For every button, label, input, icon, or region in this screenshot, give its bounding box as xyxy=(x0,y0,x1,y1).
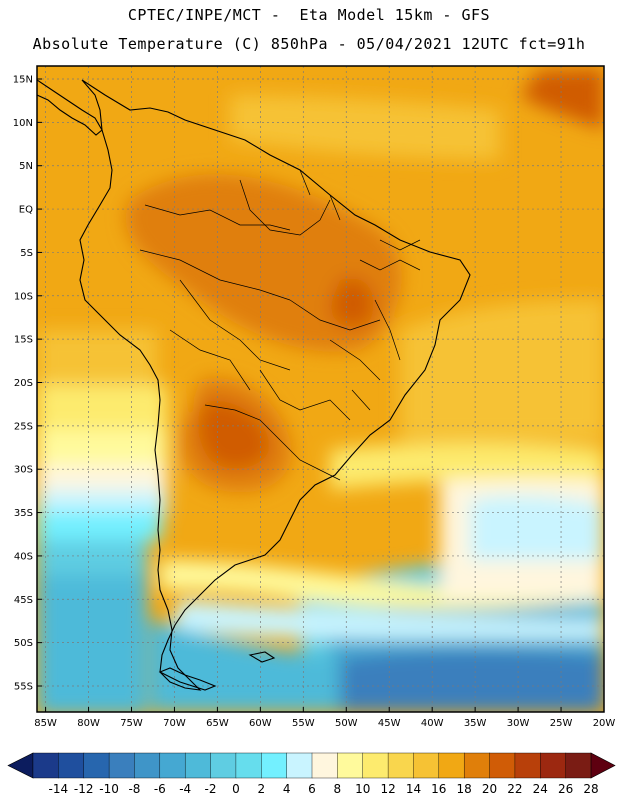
lat-tick-label: 10S xyxy=(14,291,33,302)
colorbar-swatch xyxy=(286,752,313,779)
colorbar-label: -4 xyxy=(179,782,191,796)
colorbar-label: 6 xyxy=(308,782,316,796)
lon-tick-label: 35W xyxy=(464,718,487,729)
colorbar-label: -12 xyxy=(74,782,94,796)
colorbar-swatch xyxy=(32,752,59,779)
colorbar: -14 -12 -10 -8 -6 -4 -2 0 2 4 6 8 10 12 14 16 18 20 22 24 26… xyxy=(7,752,616,796)
colorbar-swatch xyxy=(159,752,186,779)
lon-tick-label: 25W xyxy=(550,718,573,729)
colorbar-label: 8 xyxy=(334,782,342,796)
temperature-field xyxy=(37,66,604,712)
country-borders xyxy=(139,169,421,481)
lon-tick-label: 40W xyxy=(421,718,444,729)
colorbar-label: 24 xyxy=(533,782,548,796)
south-america-outline xyxy=(79,79,471,691)
colorbar-low-arrow xyxy=(7,752,34,779)
lat-tick-label: 40S xyxy=(14,551,33,562)
tierra-del-fuego-outline xyxy=(158,667,217,691)
colorbar-label: 2 xyxy=(257,782,265,796)
colorbar-high-arrow xyxy=(590,752,616,779)
longitude-axis: 85W 80W 75W 70W 65W 60W 55W 50W 45W 40W 35W 30W 25W 2… xyxy=(34,707,615,729)
colorbar-swatch xyxy=(210,752,237,779)
lat-tick-label: 5S xyxy=(20,248,33,259)
colorbar-swatch xyxy=(337,752,364,779)
lat-tick-label: 30S xyxy=(14,465,33,476)
colorbar-label: -14 xyxy=(49,782,69,796)
lon-tick-label: 75W xyxy=(120,718,143,729)
map-subtitle: Absolute Temperature (C) 850hPa - 05/04/… xyxy=(32,35,586,53)
lon-tick-label: 50W xyxy=(335,718,358,729)
lat-tick-label: 35S xyxy=(14,508,33,519)
lat-tick-label: 55S xyxy=(14,681,33,692)
colorbar-swatch xyxy=(489,752,516,779)
colorbar-label: 22 xyxy=(507,782,522,796)
colorbar-label: 0 xyxy=(232,782,240,796)
lat-tick-label: 15N xyxy=(13,75,33,86)
lon-tick-label: 45W xyxy=(378,718,401,729)
colorbar-swatch xyxy=(108,752,135,779)
colorbar-swatch xyxy=(565,752,592,779)
colorbar-label: 26 xyxy=(558,782,573,796)
colorbar-swatch xyxy=(540,752,567,779)
colorbar-label: 18 xyxy=(457,782,472,796)
lat-tick-label: EQ xyxy=(19,205,33,216)
lon-tick-label: 20W xyxy=(593,718,616,729)
lat-tick-label: 5N xyxy=(19,161,33,172)
lon-tick-label: 70W xyxy=(163,718,186,729)
colorbar-swatch xyxy=(83,752,110,779)
colorbar-label: 16 xyxy=(431,782,446,796)
colorbar-swatch xyxy=(235,752,262,779)
colorbar-label: -8 xyxy=(128,782,140,796)
colorbar-label: -2 xyxy=(205,782,217,796)
lon-tick-label: 80W xyxy=(77,718,100,729)
colorbar-label: -6 xyxy=(154,782,166,796)
lat-tick-label: 50S xyxy=(14,638,33,649)
colorbar-swatch xyxy=(514,752,541,779)
lon-tick-label: 85W xyxy=(34,718,57,729)
latitude-axis: 15N 10N 5N EQ 5S 10S 15S 20S 25S 30S 35S 40S 45S 50S 5… xyxy=(13,75,42,692)
colorbar-swatch xyxy=(362,752,389,779)
colorbar-label: 28 xyxy=(583,782,598,796)
colorbar-label: 14 xyxy=(406,782,421,796)
lon-tick-label: 65W xyxy=(206,718,229,729)
colorbar-swatch xyxy=(134,752,161,779)
colorbar-swatch xyxy=(311,752,338,779)
central-america-outline xyxy=(37,79,103,136)
colorbar-label: 12 xyxy=(380,782,395,796)
lat-tick-label: 15S xyxy=(14,335,33,346)
colorbar-label: -10 xyxy=(99,782,119,796)
coastline xyxy=(37,79,471,691)
colorbar-label: 4 xyxy=(283,782,291,796)
lon-tick-label: 30W xyxy=(507,718,530,729)
colorbar-swatch xyxy=(58,752,85,779)
colorbar-swatch xyxy=(387,752,414,779)
lat-tick-label: 45S xyxy=(14,595,33,606)
lat-tick-label: 10N xyxy=(13,118,33,129)
colorbar-swatch xyxy=(261,752,288,779)
colorbar-label: 20 xyxy=(482,782,497,796)
lat-tick-label: 25S xyxy=(14,421,33,432)
map-frame xyxy=(36,65,605,713)
colorbar-label: 10 xyxy=(355,782,370,796)
colorbar-swatch xyxy=(463,752,491,779)
lon-tick-label: 55W xyxy=(292,718,315,729)
colorbar-swatch xyxy=(184,752,212,779)
lat-tick-label: 20S xyxy=(14,378,33,389)
colorbar-swatch xyxy=(438,752,465,779)
map-title: CPTEC/INPE/MCT - Eta Model 15km - GFS xyxy=(127,6,491,24)
colorbar-swatch xyxy=(413,752,440,779)
lon-tick-label: 60W xyxy=(249,718,272,729)
falklands-outline xyxy=(248,651,276,663)
